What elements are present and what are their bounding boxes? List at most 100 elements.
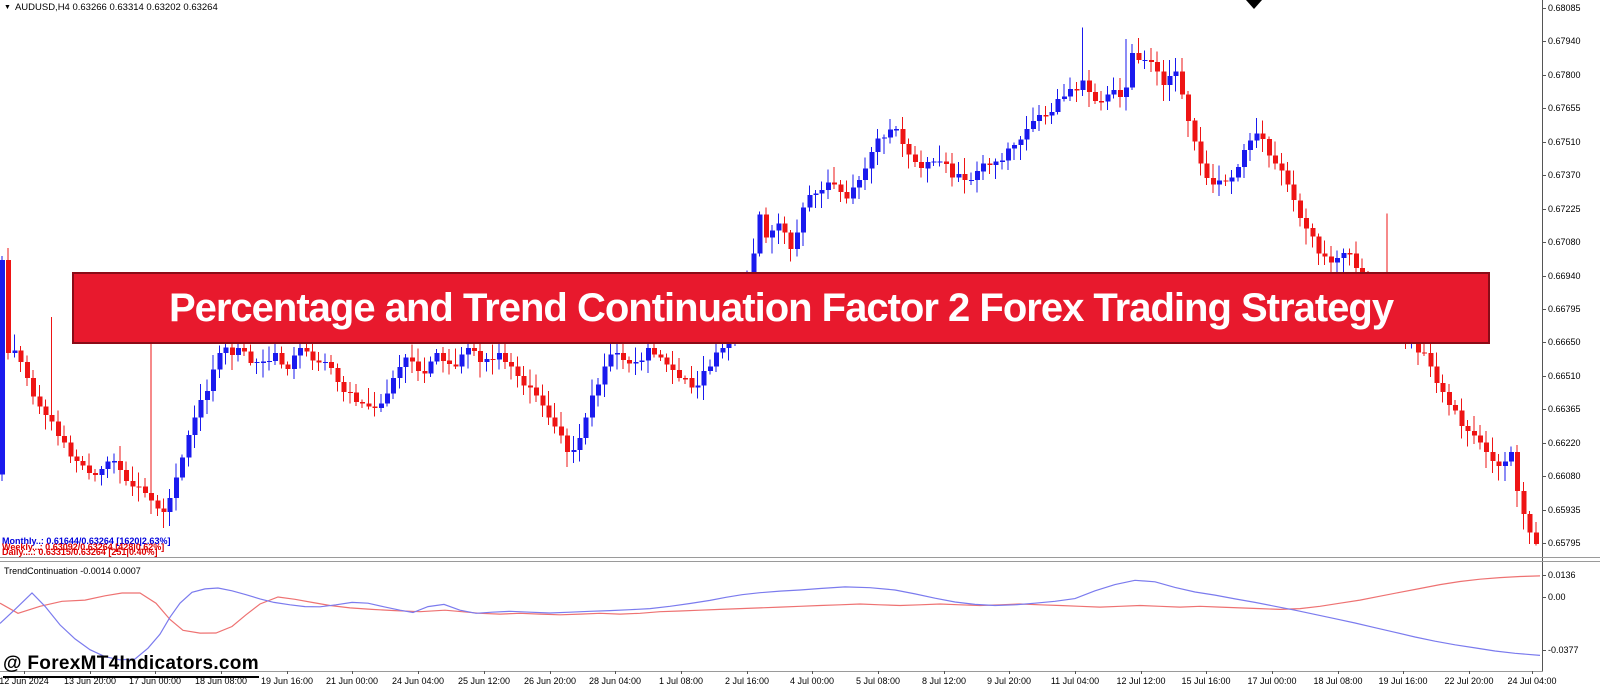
candle [366,403,372,407]
candle [975,171,980,180]
candle [496,352,502,360]
candle [683,378,689,380]
candle [1204,163,1210,178]
candle [1167,76,1173,86]
candle [968,179,974,181]
candle [558,426,564,436]
candle [260,361,266,363]
candle [1316,236,1322,254]
candle [1273,155,1278,164]
time-axis-label: 24 Jul 04:00 [1507,676,1557,686]
candle [1080,80,1086,90]
panel-divider[interactable] [0,561,1600,562]
price-axis-label: 0.67800 [1548,69,1581,80]
candle [1304,217,1310,229]
candle [341,382,347,392]
candle [12,350,18,353]
time-axis-label: 24 Jun 04:00 [391,676,445,686]
candle [590,395,595,418]
candle [1415,340,1421,353]
price-axis-label: 0.65935 [1548,504,1581,515]
candle [335,368,341,383]
candle [763,214,769,238]
candle [981,163,987,172]
panel-divider[interactable] [0,557,1600,558]
candle [298,348,304,356]
candle [807,194,813,208]
candle [863,168,869,181]
candle [1279,163,1285,171]
candle [900,129,906,145]
time-axis-label: 5 Jul 08:00 [855,676,901,686]
candle [571,449,577,452]
candle [546,405,552,418]
candle [676,369,682,379]
time-axis-label: 28 Jun 04:00 [588,676,642,686]
candlestick-chart[interactable] [0,0,1542,557]
indicator-values: -0.0014 0.0007 [80,566,141,576]
candle [1254,133,1260,141]
candle [720,348,726,353]
time-axis-label: 18 Jun 08:00 [194,676,248,686]
stat-line-weekly: Weekly...: 0.63092/0.63264 [428|0.62%] [2,541,165,552]
candle [385,393,390,404]
candle [62,435,68,443]
candle [1484,442,1490,452]
candle [875,138,881,153]
trend-continuation-indicator-chart[interactable] [0,563,1542,671]
candle [1260,133,1266,140]
candle [1099,101,1105,103]
symbol-ohlc-text: AUDUSD,H4 0.63266 0.63314 0.63202 0.6326… [14,2,218,13]
mouse-cursor-icon [1246,0,1262,9]
candle [993,161,999,165]
candle [1105,94,1111,102]
candle [217,352,223,370]
candle [211,369,217,391]
chevron-down-icon[interactable]: ▼ [4,4,11,11]
price-axis-label: 0.67080 [1548,237,1581,248]
candle [322,362,328,364]
candle [1006,148,1011,161]
candle [161,508,167,512]
candle [1049,111,1055,116]
candle [1285,170,1291,185]
candle [192,417,198,436]
candle [1198,141,1204,164]
candle [273,352,279,361]
candle [565,435,571,452]
candle [869,152,875,169]
candle [155,500,161,509]
candle [0,260,5,475]
watermark-text: @ ForexMT4Indicators.com [3,652,259,678]
candle [1521,491,1527,514]
candle [1223,180,1229,182]
candle [186,435,192,458]
time-axis[interactable] [0,671,1543,672]
candle [912,154,918,162]
candle [906,144,912,155]
candle [633,362,639,364]
candle [1074,89,1080,91]
price-axis-label: 0.65795 [1548,538,1581,549]
candle [1533,532,1539,545]
candle [6,260,12,353]
candle [1055,99,1061,112]
candle [1471,431,1477,436]
candle [453,364,459,367]
price-axis-label: 0.67940 [1548,36,1581,47]
candle [24,362,30,379]
candle [254,362,260,364]
time-axis-label: 11 Jul 04:00 [1050,676,1100,686]
price-axis-label: 0.66080 [1548,471,1581,482]
candle [925,162,931,169]
stat-line-daily: Daily....: 0.63315/0.63264 [251|0.40%] [2,547,158,557]
candle [552,417,558,427]
price-axis-label: 0.66795 [1548,303,1581,314]
candle [1515,451,1521,492]
indicator-title: TrendContinuation -0.0014 0.0007 [4,566,141,576]
price-axis[interactable] [1542,0,1543,672]
indicator-line-tcf-plus [0,575,1541,634]
candle [1037,115,1043,122]
candle [1155,62,1161,72]
price-axis-label: 0.67655 [1548,103,1581,114]
